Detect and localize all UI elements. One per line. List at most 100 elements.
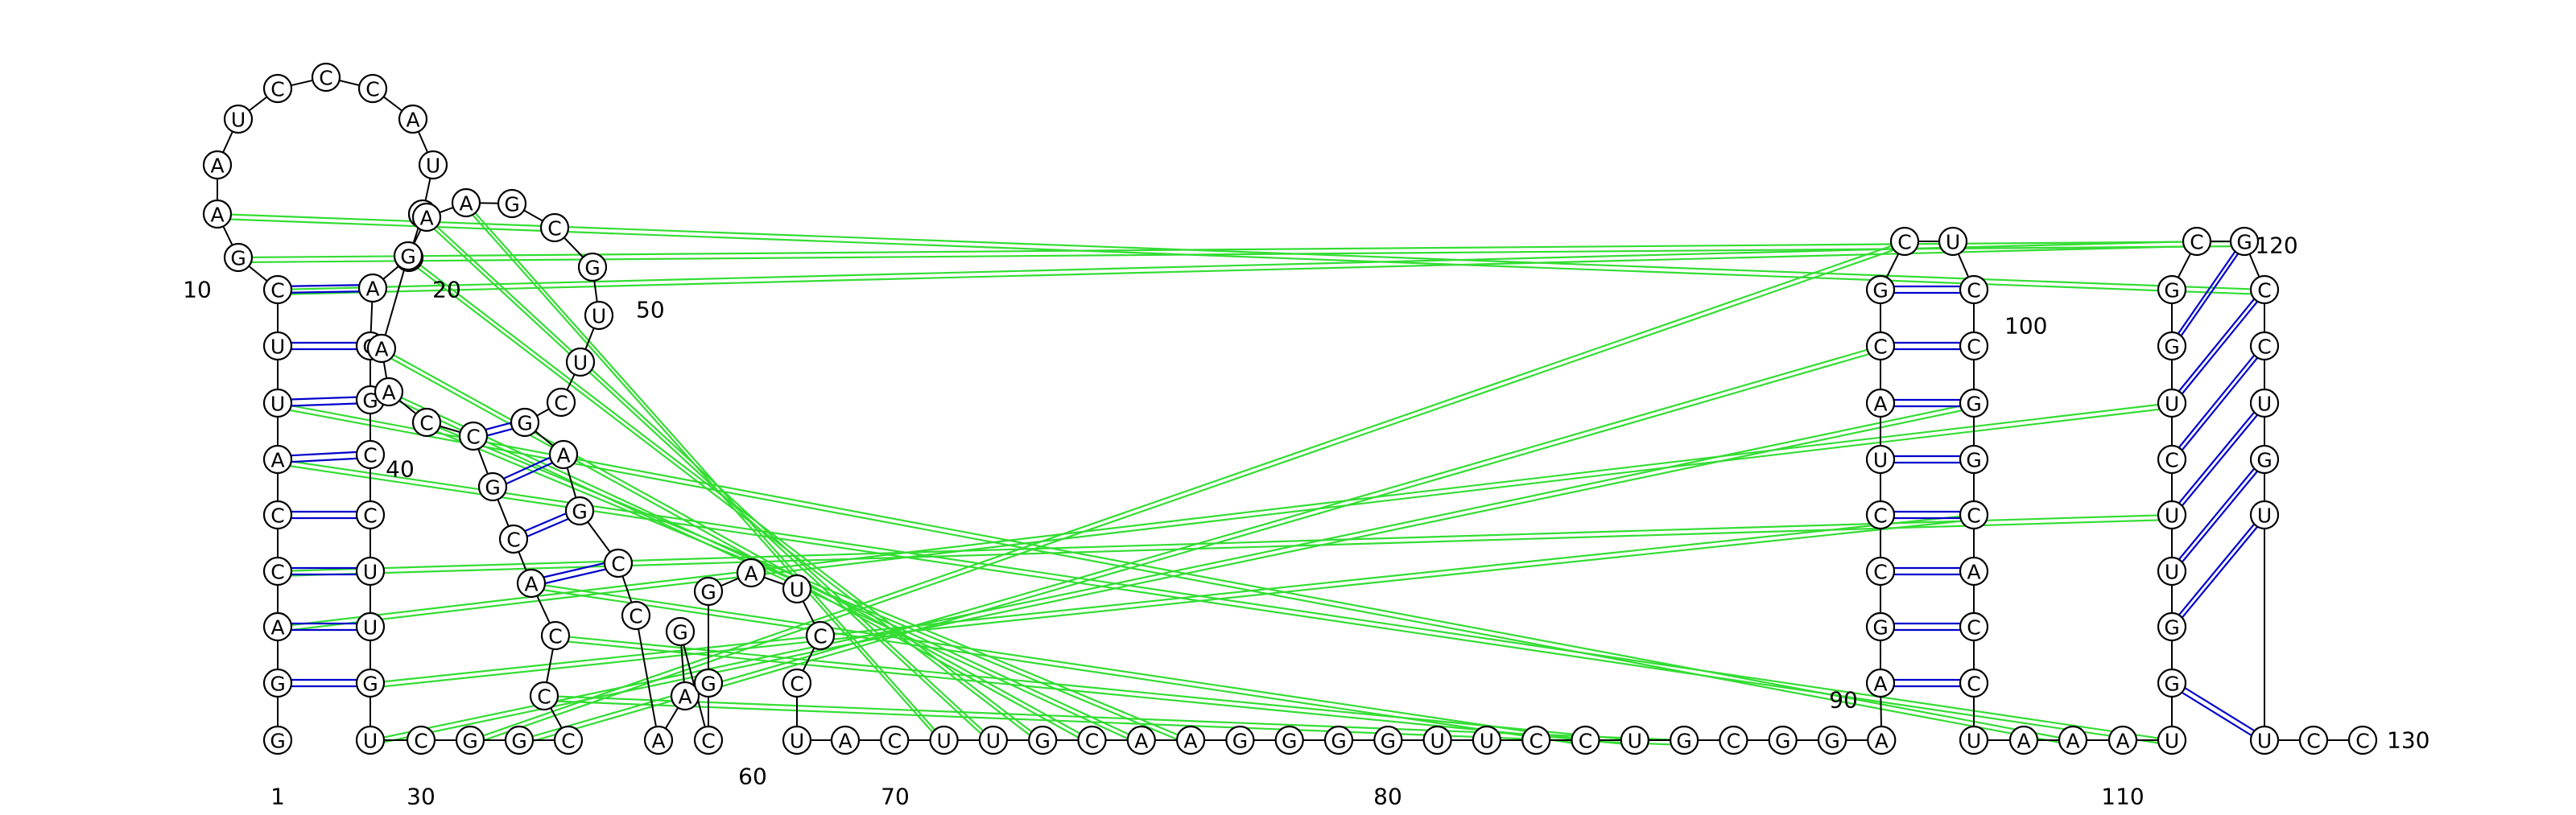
nucleotide-21: A xyxy=(357,273,388,303)
nucleotide-letter: G xyxy=(2256,449,2272,472)
nucleotide-circle xyxy=(357,73,388,104)
nucleotide-circle xyxy=(497,188,527,219)
nucleotide-circle xyxy=(510,407,540,438)
nucleotide-107: C xyxy=(1959,668,1989,698)
nucleotide-letter: C xyxy=(414,730,427,753)
nucleotide-24: C xyxy=(355,439,386,470)
position-label-120: 120 xyxy=(2255,233,2297,259)
nucleotide-circle xyxy=(411,202,442,233)
nucleotide-81: U xyxy=(1472,725,1502,755)
position-label-40: 40 xyxy=(386,456,415,483)
nucleotide-118: U xyxy=(2157,388,2187,418)
nucleotide-circle xyxy=(202,199,233,229)
nucleotide-letter: A xyxy=(374,338,388,361)
nucleotide-letter: U xyxy=(1873,449,1888,472)
nucleotide-129: C xyxy=(2298,725,2329,755)
nucleotide-28: G xyxy=(355,668,386,698)
nucleotide-29: U xyxy=(355,725,386,755)
nucleotide-56: C xyxy=(621,600,651,631)
nucleotide-letter: G xyxy=(270,673,285,696)
pseudoknot-line-19 xyxy=(465,202,945,741)
nucleotide-letter: C xyxy=(1967,673,1980,696)
nucleotide-55: C xyxy=(603,548,634,578)
nucleotide-2: G xyxy=(262,668,293,698)
nucleotide-45: A xyxy=(451,187,481,218)
nucleotide-letter: C xyxy=(888,730,902,753)
nucleotide-80: U xyxy=(1422,725,1452,755)
nucleotide-31: G xyxy=(455,725,485,755)
nucleotide-10: G xyxy=(223,242,254,273)
nucleotide-circle xyxy=(406,725,436,755)
nucleotide-123: C xyxy=(2249,274,2280,305)
nucleotide-letter: G xyxy=(1381,730,1396,753)
nucleotide-letter: G xyxy=(2164,279,2179,303)
nucleotide-circle xyxy=(643,725,674,755)
nucleotide-letter: G xyxy=(700,581,716,604)
nucleotide-letter: C xyxy=(548,625,562,648)
nucleotide-62: G xyxy=(693,576,724,607)
nucleotide-letter: U xyxy=(790,578,804,602)
pseudoknot-line-1-b xyxy=(277,518,2173,578)
nucleotide-letter: C xyxy=(1873,504,1887,528)
nucleotide-circle xyxy=(1959,331,1989,361)
nucleotide-circle xyxy=(1175,725,1206,755)
nucleotide-15: C xyxy=(311,62,341,93)
nucleotide-41: A xyxy=(374,377,404,407)
pseudoknot-line-16 xyxy=(381,348,1093,741)
nucleotide-letter: U xyxy=(2165,561,2179,584)
nucleotide-95: A xyxy=(1865,388,1896,418)
nucleotide-65: C xyxy=(805,620,836,651)
nucleotide-circle xyxy=(202,150,233,180)
nucleotide-circle xyxy=(1472,725,1502,755)
nucleotide-circle xyxy=(805,620,836,651)
nucleotide-circle xyxy=(2229,226,2260,257)
position-label-130: 130 xyxy=(2387,727,2429,754)
backbone-layer xyxy=(217,76,2363,743)
nucleotide-letter: U xyxy=(2165,393,2179,416)
nucleotide-66: C xyxy=(782,668,812,698)
nucleotide-circle xyxy=(355,668,386,698)
nucleotide-5: C xyxy=(262,500,293,530)
nucleotide-78: G xyxy=(1323,725,1354,755)
nucleotide-90: A xyxy=(1865,668,1896,698)
nucleotide-83: C xyxy=(1571,725,1600,755)
nucleotide-letter: A xyxy=(651,730,665,753)
nucleotide-letter: U xyxy=(790,730,804,753)
base-pair-line-20 xyxy=(2171,679,2265,738)
base-pair-line-25-b xyxy=(2171,292,2265,407)
nucleotide-circle xyxy=(1077,725,1107,755)
nucleotide-35: C xyxy=(540,620,571,651)
nucleotide-128: U xyxy=(2249,725,2280,755)
nucleotide-circle xyxy=(1670,725,1699,755)
nucleotide-circle xyxy=(1620,725,1649,755)
nucleotide-101: C xyxy=(1959,331,1989,361)
nucleotide-105: A xyxy=(1959,556,1989,587)
nucleotide-letter: C xyxy=(537,685,551,709)
pseudoknot-line-9-b xyxy=(469,245,1905,747)
nucleotide-letter: U xyxy=(231,109,246,132)
nucleotide-letter: A xyxy=(838,730,852,753)
pseudoknot-line-18-b xyxy=(426,221,994,746)
nucleotide-letter: A xyxy=(270,449,284,472)
nucleotide-letter: G xyxy=(1232,730,1248,753)
nucleotide-circle xyxy=(262,331,293,361)
nucleotide-circle xyxy=(455,725,485,755)
nucleotide-letter: C xyxy=(790,673,803,696)
nucleotide-circle xyxy=(1867,725,1897,755)
nucleotide-letter: U xyxy=(363,616,378,640)
nucleotide-57: A xyxy=(643,725,674,755)
nucleotide-64: U xyxy=(782,574,812,604)
nucleotide-letter: G xyxy=(2236,231,2252,254)
base-pair-line-21-b xyxy=(2171,517,2265,631)
nucleotide-97: G xyxy=(1865,274,1896,305)
nucleotide-circle xyxy=(262,444,293,475)
nucleotide-116: U xyxy=(2157,500,2187,530)
nucleotide-75: A xyxy=(1175,725,1206,755)
nucleotide-letter: A xyxy=(678,685,691,709)
nucleotide-70: U xyxy=(929,725,959,755)
nucleotide-letter: C xyxy=(561,730,575,753)
nucleotide-67: U xyxy=(782,725,812,755)
nucleotide-82: C xyxy=(1521,725,1551,755)
nucleotide-circle xyxy=(366,333,397,364)
nucleotide-circle xyxy=(1865,611,1896,642)
